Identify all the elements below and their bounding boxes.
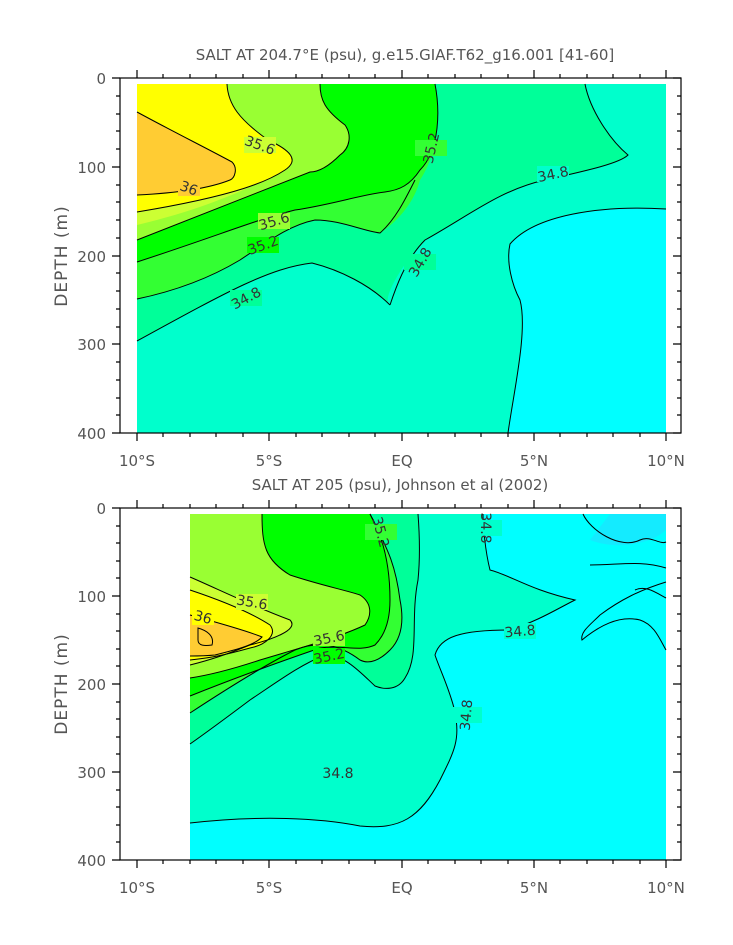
y-tick-label: 200	[77, 248, 106, 266]
panel-model: SALT AT 204.7°E (psu), g.e15.GIAF.T62_g1…	[52, 46, 685, 470]
y-axis-ticks: 0 100 200 300 400	[77, 70, 106, 443]
contour-label: 36	[178, 178, 200, 199]
frame-and-ticks	[112, 70, 682, 441]
contour-label: 36	[192, 608, 213, 628]
y-tick-label: 100	[77, 159, 106, 177]
y-axis-label: DEPTH (m)	[52, 205, 72, 306]
chart-title: SALT AT 204.7°E (psu), g.e15.GIAF.T62_g1…	[196, 46, 615, 65]
frame-and-ticks	[112, 500, 682, 868]
x-tick-label: 10°N	[647, 879, 685, 897]
contour-label: 34.8	[477, 512, 493, 543]
y-tick-label: 400	[77, 852, 106, 870]
contour-labels: 35.2 34.8 35.6 36 35.6 35.2 34.8 34.8 34…	[192, 512, 536, 782]
contour-label: 35.2	[368, 515, 392, 549]
y-tick-label: 100	[77, 588, 106, 606]
y-tick-label: 0	[96, 500, 106, 518]
plot-area: 35.6 36 35.6 35.2 34.8 35.2 34.8 34.8	[136, 83, 667, 434]
x-tick-label: 10°N	[647, 452, 685, 470]
no-data-area	[137, 514, 190, 860]
contour-label: 35.6	[312, 628, 346, 650]
contour-label: 34.8	[458, 699, 477, 731]
contour-label: 35.2	[421, 131, 444, 165]
contour-label: 34.8	[504, 623, 536, 642]
contour-label: 35.2	[312, 646, 346, 668]
contour-label: 34.8	[322, 766, 353, 782]
panel-observed: SALT AT 205 (psu), Johnson et al (2002)	[52, 476, 685, 897]
x-tick-label: 5°N	[520, 879, 548, 897]
x-tick-label: EQ	[391, 452, 412, 470]
y-tick-label: 200	[77, 676, 106, 694]
x-tick-label: EQ	[391, 879, 412, 897]
x-tick-label: 10°S	[119, 879, 155, 897]
region-gt-36.0	[137, 112, 236, 195]
plot-area: 35.2 34.8 35.6 36 35.6 35.2 34.8 34.8 34…	[137, 512, 667, 860]
chart-title: SALT AT 205 (psu), Johnson et al (2002)	[252, 476, 549, 494]
y-axis-ticks: 0 100 200 300 400	[77, 500, 106, 870]
x-tick-label: 10°S	[119, 452, 155, 470]
contour-label: 34.8	[536, 164, 570, 186]
region-lt-34.4	[190, 514, 666, 860]
x-tick-label: 5°N	[520, 452, 548, 470]
contour-label: 35.6	[235, 592, 269, 613]
y-tick-label: 0	[96, 70, 106, 88]
x-axis-ticks: 10°S 5°S EQ 5°N 10°N	[119, 879, 685, 897]
y-tick-label: 300	[77, 764, 106, 782]
x-tick-label: 5°S	[256, 879, 283, 897]
x-tick-label: 5°S	[256, 452, 283, 470]
x-axis-ticks: 10°S 5°S EQ 5°N 10°N	[119, 452, 685, 470]
y-tick-label: 300	[77, 336, 106, 354]
y-axis-label: DEPTH (m)	[52, 633, 72, 734]
y-tick-label: 400	[77, 425, 106, 443]
contour-lines	[189, 513, 667, 828]
